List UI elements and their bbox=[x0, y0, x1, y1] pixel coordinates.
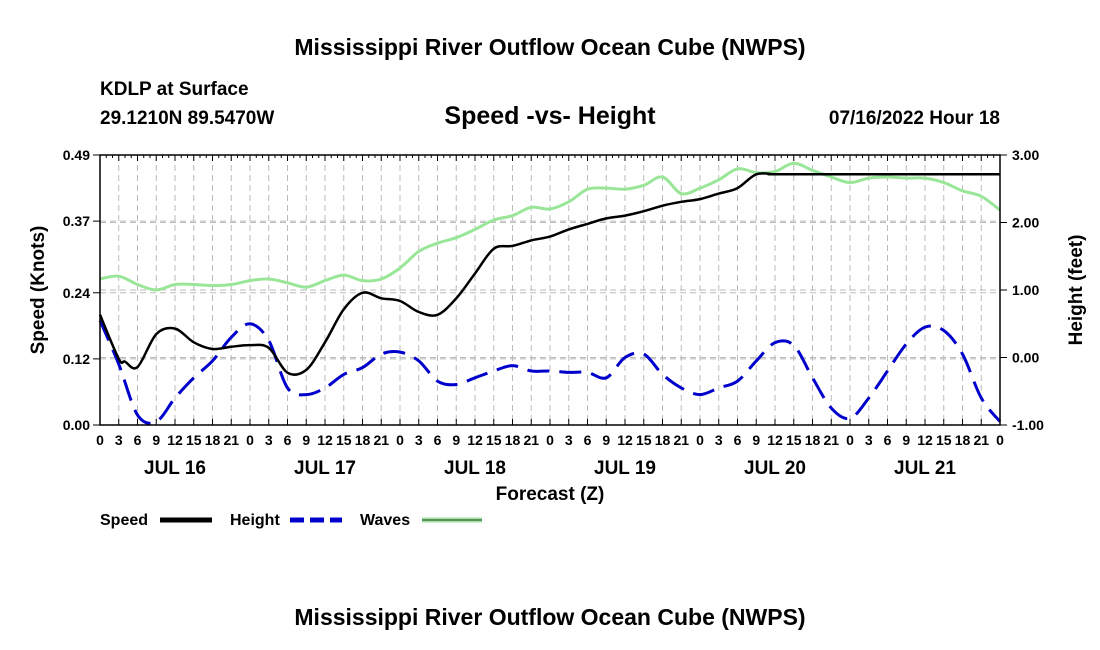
y-right-tick-label: 2.00 bbox=[1012, 215, 1039, 231]
x-tick-label: 0 bbox=[696, 432, 704, 448]
y-right-tick-label: 3.00 bbox=[1012, 147, 1039, 163]
station-label: KDLP at Surface bbox=[100, 79, 249, 100]
x-tick-label: 15 bbox=[636, 432, 652, 448]
x-tick-label: 18 bbox=[655, 432, 671, 448]
x-tick-label: 12 bbox=[917, 432, 933, 448]
x-tick-label: 18 bbox=[355, 432, 371, 448]
x-tick-label: 0 bbox=[546, 432, 554, 448]
x-tick-label: 12 bbox=[617, 432, 633, 448]
x-tick-label: 15 bbox=[186, 432, 202, 448]
y-left-tick-label: 0.12 bbox=[63, 351, 90, 367]
x-tick-label: 3 bbox=[565, 432, 573, 448]
x-tick-label: 0 bbox=[996, 432, 1004, 448]
series-height-line bbox=[98, 319, 1002, 425]
x-tick-label: 12 bbox=[467, 432, 483, 448]
x-tick-label: 6 bbox=[434, 432, 442, 448]
day-label: JUL 20 bbox=[744, 458, 806, 479]
x-tick-label: 12 bbox=[167, 432, 183, 448]
x-tick-label: 9 bbox=[452, 432, 460, 448]
x-tick-label: 21 bbox=[523, 432, 539, 448]
series-waves-line bbox=[99, 161, 1001, 292]
x-tick-label: 21 bbox=[373, 432, 389, 448]
y-right-tick-label: -1.00 bbox=[1012, 417, 1044, 433]
grid bbox=[100, 155, 1000, 425]
x-tick-label: 21 bbox=[223, 432, 239, 448]
x-tick-label: 15 bbox=[936, 432, 952, 448]
x-tick-label: 15 bbox=[336, 432, 352, 448]
x-tick-label: 0 bbox=[396, 432, 404, 448]
x-tick-label: 6 bbox=[134, 432, 142, 448]
x-tick-label: 9 bbox=[602, 432, 610, 448]
day-label: JUL 17 bbox=[294, 458, 356, 479]
x-tick-label: 3 bbox=[865, 432, 873, 448]
day-label: JUL 19 bbox=[594, 458, 656, 479]
day-label: JUL 18 bbox=[444, 458, 506, 479]
page-title: Mississippi River Outflow Ocean Cube (NW… bbox=[294, 34, 805, 60]
x-tick-label: 6 bbox=[734, 432, 742, 448]
x-tick-label: 9 bbox=[302, 432, 310, 448]
x-tick-label: 3 bbox=[115, 432, 123, 448]
x-tick-label: 12 bbox=[767, 432, 783, 448]
coordinates-label: 29.1210N 89.5470W bbox=[100, 108, 274, 129]
series-speed-line bbox=[98, 172, 1000, 376]
y-left-tick-label: 0.37 bbox=[63, 213, 90, 229]
y-right-tick-label: 0.00 bbox=[1012, 350, 1039, 366]
x-tick-label: 6 bbox=[584, 432, 592, 448]
legend-waves-label: Waves bbox=[360, 512, 410, 529]
x-tick-label: 0 bbox=[246, 432, 254, 448]
x-tick-label: 18 bbox=[205, 432, 221, 448]
footer-title: Mississippi River Outflow Ocean Cube (NW… bbox=[294, 604, 805, 630]
x-tick-label: 12 bbox=[317, 432, 333, 448]
y-left-tick-label: 0.24 bbox=[63, 285, 90, 301]
y-axis-right-label: Height (feet) bbox=[1066, 235, 1087, 346]
y-left-tick-label: 0.00 bbox=[63, 417, 90, 433]
day-label: JUL 16 bbox=[144, 458, 206, 479]
x-tick-label: 15 bbox=[486, 432, 502, 448]
x-tick-label: 9 bbox=[752, 432, 760, 448]
x-tick-label: 15 bbox=[786, 432, 802, 448]
x-tick-label: 9 bbox=[902, 432, 910, 448]
x-tick-label: 9 bbox=[152, 432, 160, 448]
y-axis-left-label: Speed (Knots) bbox=[28, 226, 49, 355]
legend: Speed Height Waves bbox=[100, 512, 482, 529]
y-left-tick-label: 0.49 bbox=[63, 147, 90, 163]
y-right-tick-label: 1.00 bbox=[1012, 282, 1039, 298]
x-axis-label: Forecast (Z) bbox=[496, 484, 605, 505]
date-label: 07/16/2022 Hour 18 bbox=[829, 108, 1000, 129]
x-tick-label: 21 bbox=[673, 432, 689, 448]
x-tick-label: 3 bbox=[265, 432, 273, 448]
series-layer bbox=[98, 161, 1002, 425]
legend-speed-label: Speed bbox=[100, 512, 148, 529]
x-tick-label: 18 bbox=[505, 432, 521, 448]
legend-height-label: Height bbox=[230, 512, 280, 529]
x-tick-label: 18 bbox=[955, 432, 971, 448]
x-tick-label: 6 bbox=[284, 432, 292, 448]
x-tick-label: 21 bbox=[973, 432, 989, 448]
chart-subtitle: Speed -vs- Height bbox=[444, 102, 656, 130]
x-tick-label: 21 bbox=[823, 432, 839, 448]
x-tick-label: 18 bbox=[805, 432, 821, 448]
x-tick-label: 3 bbox=[415, 432, 423, 448]
x-tick-label: 6 bbox=[884, 432, 892, 448]
axes: 0 3 6 9 12 15 18 21 0 3 6 9 12 15 18 21 0 3 6 9 12 15 18 21 0 3 6 9… bbox=[63, 147, 1044, 479]
x-tick-label: 0 bbox=[846, 432, 854, 448]
x-tick-label: 0 bbox=[96, 432, 104, 448]
x-tick-label: 3 bbox=[715, 432, 723, 448]
day-label: JUL 21 bbox=[894, 458, 956, 479]
